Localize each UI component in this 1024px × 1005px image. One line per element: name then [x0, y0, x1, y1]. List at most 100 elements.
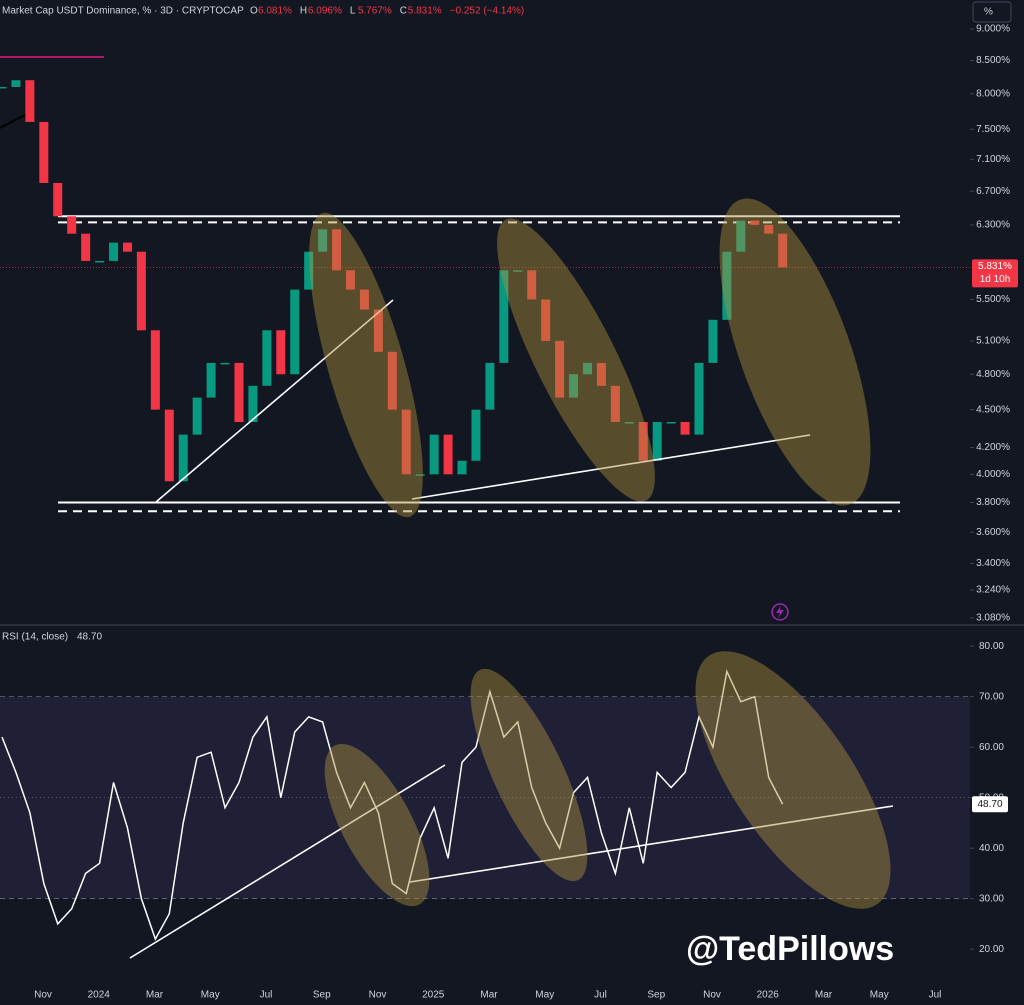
- candle: [346, 270, 355, 290]
- candle: [109, 242, 119, 261]
- y-tick-label: 3.400%: [976, 558, 1010, 569]
- x-tick-label: May: [870, 990, 889, 1001]
- candle: [178, 434, 188, 482]
- rsi-last-label: 48.70: [977, 799, 1002, 810]
- ohlc-key: L: [350, 6, 356, 17]
- candle: [513, 270, 523, 272]
- y-tick-label: 3.600%: [976, 527, 1010, 538]
- ohlc-key: C: [400, 6, 407, 17]
- candle: [81, 233, 91, 261]
- y-tick-label: 7.100%: [976, 154, 1010, 165]
- scale-button-label[interactable]: %: [984, 7, 993, 18]
- highlight: [695, 651, 891, 909]
- x-tick-label: Nov: [703, 990, 721, 1001]
- y-tick-label: 8.500%: [976, 55, 1010, 66]
- candle: [638, 421, 648, 461]
- y-tick-label: 4.200%: [976, 442, 1010, 453]
- alert-icon[interactable]: [771, 603, 789, 621]
- candle: [67, 216, 77, 234]
- candle: [206, 362, 216, 398]
- x-tick-label: Jul: [260, 990, 273, 1001]
- candle: [359, 289, 369, 310]
- candle: [332, 229, 342, 271]
- x-tick-label: May: [201, 990, 220, 1001]
- ohlc-value: 5.767%: [358, 6, 392, 17]
- x-tick-label: Jul: [929, 990, 942, 1001]
- candle: [95, 260, 105, 263]
- x-tick-label: Mar: [146, 990, 164, 1001]
- y-tick-label: 4.000%: [976, 469, 1010, 480]
- x-tick-label: May: [535, 990, 554, 1001]
- x-tick-label: 2024: [88, 990, 111, 1001]
- y-tick-label: 6.300%: [976, 220, 1010, 231]
- scale-button[interactable]: [972, 1, 1012, 23]
- candle: [527, 270, 537, 300]
- y-tick-label: 3.800%: [976, 497, 1010, 508]
- candle: [401, 409, 411, 475]
- ohlc-key: O: [250, 6, 258, 17]
- candle: [136, 251, 146, 331]
- candle: [248, 385, 258, 422]
- candle: [652, 421, 662, 461]
- chart-title: Market Cap USDT Dominance, % · 3D · CRYP…: [2, 6, 244, 17]
- ohlc-value: 5.831%: [408, 6, 442, 17]
- candle: [290, 289, 300, 375]
- y-tick-label: 20.00: [979, 944, 1004, 955]
- candle: [415, 474, 425, 476]
- candle: [192, 397, 202, 435]
- candle: [25, 80, 35, 122]
- trendline: [129, 764, 446, 959]
- highlight: [309, 212, 423, 518]
- ohlc-value: 6.081%: [258, 6, 292, 17]
- y-tick-label: 8.000%: [976, 88, 1010, 99]
- candle: [0, 86, 7, 89]
- candle: [150, 330, 160, 410]
- candle: [373, 309, 383, 352]
- candle: [541, 299, 551, 341]
- candle: [596, 362, 606, 386]
- trendline: [409, 805, 894, 883]
- candle: [499, 270, 509, 363]
- candle: [387, 351, 397, 410]
- candle: [53, 182, 63, 217]
- ohlc-key: H: [300, 6, 307, 17]
- candle: [680, 421, 690, 435]
- ohlc-value: 6.096%: [308, 6, 342, 17]
- candle: [764, 224, 774, 234]
- y-tick-label: 7.500%: [976, 124, 1010, 135]
- x-tick-label: Mar: [480, 990, 498, 1001]
- highlight: [324, 743, 430, 907]
- candle: [569, 374, 579, 398]
- y-tick-label: 5.500%: [976, 294, 1010, 305]
- annotations: [129, 198, 894, 959]
- x-tick-label: Sep: [313, 990, 331, 1001]
- candle: [624, 421, 634, 424]
- candle: [318, 229, 328, 252]
- y-tick-label: 9.000%: [976, 24, 1010, 35]
- y-tick-label: 60.00: [979, 742, 1004, 753]
- candle: [750, 220, 760, 225]
- x-tick-label: Nov: [369, 990, 387, 1001]
- y-tick-label: 4.500%: [976, 404, 1010, 415]
- candle: [429, 434, 439, 475]
- candle: [304, 251, 314, 290]
- rsi-last-box: [972, 796, 1008, 813]
- alert-icon-bolt: [776, 606, 784, 618]
- candle: [722, 251, 732, 320]
- y-tick-label: 5.100%: [976, 336, 1010, 347]
- highlight: [470, 668, 588, 882]
- x-tick-label: Mar: [815, 990, 833, 1001]
- trendline: [155, 299, 394, 503]
- candle: [122, 242, 132, 252]
- candle: [457, 460, 467, 475]
- countdown-label: 1d 10h: [980, 274, 1011, 285]
- y-tick-label: 3.240%: [976, 585, 1010, 596]
- rsi-title: RSI (14, close): [2, 632, 68, 643]
- candle: [234, 362, 244, 422]
- candle: [11, 80, 21, 87]
- candle: [471, 409, 481, 461]
- candle: [778, 233, 788, 268]
- candle: [708, 319, 718, 363]
- candle: [666, 421, 676, 424]
